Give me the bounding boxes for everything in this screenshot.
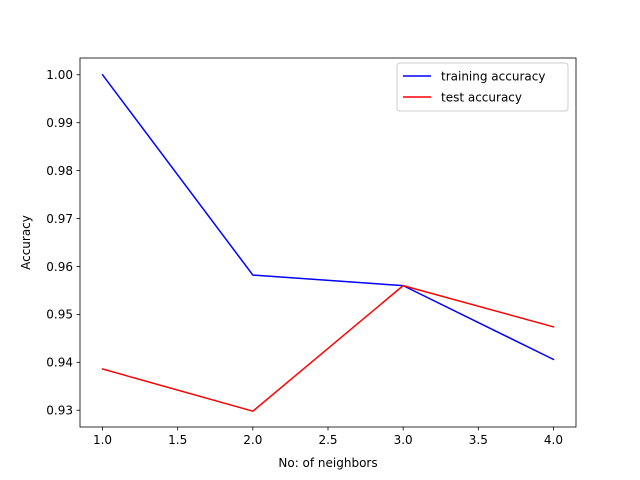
x-tick-label: 4.0 — [544, 433, 563, 447]
y-tick-label: 0.99 — [46, 116, 73, 130]
y-tick-label: 0.98 — [46, 164, 73, 178]
x-tick-label: 2.0 — [243, 433, 262, 447]
legend: training accuracy test accuracy — [396, 62, 569, 112]
plot-background — [80, 58, 576, 427]
y-tick-label: 0.93 — [46, 404, 73, 418]
legend-label: training accuracy — [441, 69, 545, 83]
y-tick-label: 0.94 — [46, 356, 73, 370]
series-line-training-accuracy — [101, 73, 555, 361]
x-tick-label: 1.5 — [168, 433, 187, 447]
y-tick-label: 0.95 — [46, 308, 73, 322]
x-tick-label: 1.0 — [93, 433, 112, 447]
x-axis-label: No: of neighbors — [278, 456, 377, 470]
x-tick-label: 3.5 — [469, 433, 488, 447]
x-tick-label: 3.0 — [394, 433, 413, 447]
legend-box — [396, 62, 569, 112]
y-tick-label: 0.96 — [46, 260, 73, 274]
x-tick-label: 2.5 — [318, 433, 337, 447]
series-layer — [101, 73, 555, 412]
legend-label: test accuracy — [441, 90, 522, 104]
y-tick-label: 0.97 — [46, 212, 73, 226]
series-line-test-accuracy — [101, 284, 555, 412]
plot-area — [80, 58, 576, 427]
ticks-layer: 1.0 1.5 2.0 2.5 3.0 3.5 4.0 0.93 0.94 0.95 0.96 0.9… — [46, 68, 563, 447]
y-tick-label: 1.00 — [46, 68, 73, 82]
y-axis-label: Accuracy — [19, 215, 33, 270]
